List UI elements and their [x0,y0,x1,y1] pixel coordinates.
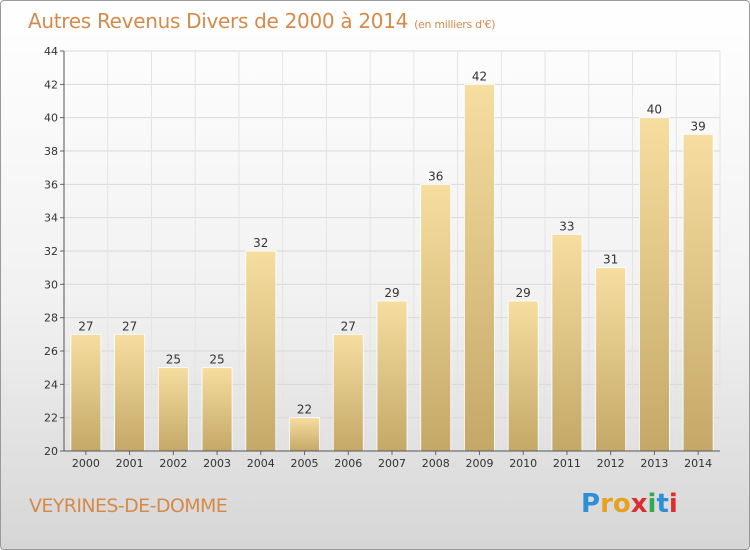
y-tick-label: 22 [44,412,58,425]
value-label: 22 [297,403,312,417]
bar-2002 [157,367,189,452]
y-tick-label: 38 [44,145,58,158]
bar-2009 [464,83,495,452]
value-label: 42 [472,69,487,83]
x-tick-label: 2007 [378,457,406,470]
proxiti-logo: Proxiti [581,489,678,519]
bar-2000 [70,333,102,452]
logo-letter: t [656,489,669,519]
bar-2007 [376,300,408,452]
y-tick-label: 26 [44,345,58,358]
bar-2004 [245,250,277,452]
y-tick-label: 24 [44,378,58,391]
bar-2011 [551,233,583,452]
x-tick-label: 2008 [422,457,450,470]
value-label: 25 [209,353,224,367]
x-tick-label: 2004 [247,457,275,470]
chart-unit: (en milliers d'€) [414,18,496,31]
bar-2001 [114,333,145,452]
value-label: 31 [603,253,618,267]
x-tick-label: 2012 [597,457,625,470]
bars: 27 27 25 25 32 22 27 29 36 42 29 33 31 40 39 [70,69,714,452]
value-label: 29 [516,286,531,300]
bar-2012 [595,267,627,452]
value-label: 32 [253,236,268,250]
value-label: 36 [428,169,443,183]
bar-2005 [289,417,320,452]
y-tick-label: 20 [44,445,58,458]
logo-letter: P [581,489,601,519]
bar-2014 [682,133,714,452]
value-label: 39 [690,119,705,133]
x-tick-label: 2003 [203,457,231,470]
value-label: 25 [166,353,181,367]
bar-2003 [201,367,233,452]
logo-letter: i [668,489,678,519]
x-tick-label: 2011 [553,457,581,470]
logo-letter: i [647,489,657,519]
bar-2006 [332,333,364,452]
bar-2008 [420,183,452,452]
value-label: 29 [384,286,399,300]
x-tick-label: 2006 [334,457,362,470]
x-tick-label: 2013 [640,457,668,470]
logo-letter: r [600,489,613,519]
logo-letter: o [612,489,631,519]
y-tick-label: 36 [44,178,58,191]
logo-letter: x [630,489,648,519]
x-tick-label: 2000 [72,457,100,470]
bar-2013 [639,117,670,452]
axes: 20 22 24 26 28 30 32 34 36 38 40 42 44 2000 2001 2002 20… [44,45,720,470]
value-label: 27 [78,319,93,333]
y-tick-label: 42 [44,78,58,91]
x-tick-label: 2009 [465,457,493,470]
commune-name: VEYRINES-DE-DOMME [29,495,228,517]
value-label: 33 [559,219,574,233]
x-tick-label: 2010 [509,457,537,470]
x-tick-label: 2002 [159,457,187,470]
value-label: 27 [122,319,137,333]
y-tick-label: 40 [44,112,58,125]
y-tick-label: 44 [44,45,58,58]
value-label: 40 [647,103,662,117]
chart-title-text: Autres Revenus Divers de 2000 à 2014 [28,9,409,33]
x-tick-label: 2001 [116,457,144,470]
y-tick-label: 30 [44,278,58,291]
chart-title: Autres Revenus Divers de 2000 à 2014 (en … [28,9,496,33]
y-tick-label: 32 [44,245,58,258]
y-tick-label: 34 [44,212,58,225]
bar-2010 [507,300,539,452]
x-tick-label: 2014 [684,457,712,470]
y-tick-label: 28 [44,312,58,325]
value-label: 27 [341,319,356,333]
x-tick-label: 2005 [291,457,319,470]
